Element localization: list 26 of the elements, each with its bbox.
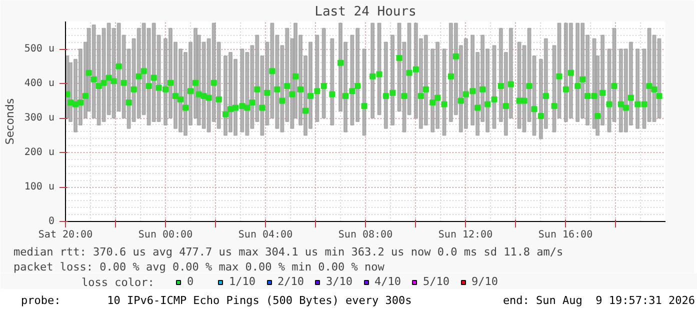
y-tick-label: 400 u [24,78,55,90]
chart-title: Last 24 Hours [314,4,416,20]
x-tick-label: Sun 08:00 [338,230,393,240]
text: end: Sun Aug 9 19:57:31 2026 [502,294,695,308]
legend-label: 2/10 [278,275,304,288]
y-tick-label: 100 u [24,182,55,193]
y-tick-label: 0 [48,216,55,227]
legend-label: 0 [187,275,195,288]
legend-label: 3/10 [326,275,352,288]
y-tick-label: 300 u [24,112,55,124]
y-tick-label: 200 u [24,147,55,158]
x-tick-label: Sun 16:00 [538,230,593,240]
text: median rtt: 370.6 us avg 477.7 us max 304.1 us min 363.2 us now 0.0 ms sd 11.8 am/s [14,246,564,258]
y-axis-title: Seconds [3,98,16,145]
text: packet loss: 0.00 % avg 0.00 % max 0.00 % min 0.00 % now [14,260,385,274]
y-tick-label: 500 u [24,44,55,55]
legend-label: 9/10 [472,275,498,288]
x-tick-label: Sat 20:00 [38,230,93,240]
x-tick-label: Sun 00:00 [138,230,193,240]
x-tick-label: Sun 04:00 [238,230,293,240]
legend-label: 4/10 [374,275,401,288]
x-tick-label: Sun 12:00 [438,230,493,240]
text: probe: 10 IPv6-ICMP Echo Pings (500 Bytes) every 300s [21,294,412,308]
legend-label: 1/10 [229,275,256,288]
legend-label: 5/10 [423,275,450,288]
legend-title: loss color: [82,276,154,289]
